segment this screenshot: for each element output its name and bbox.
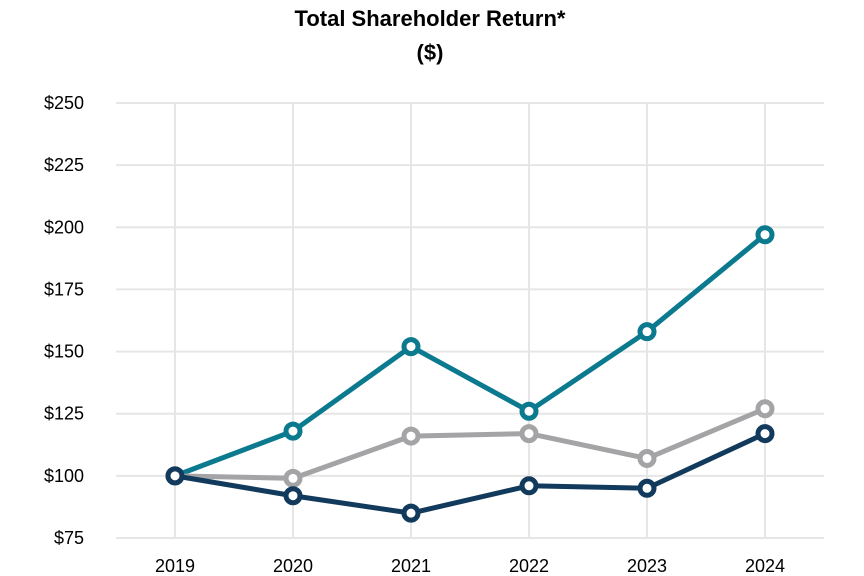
x-tick-label: 2021 [391,556,431,576]
data-point [519,476,539,496]
x-tick-label: 2020 [273,556,313,576]
grid [116,102,824,539]
data-point [283,468,303,488]
series-2 [165,424,775,523]
data-point [401,426,421,446]
series-line [172,232,768,479]
data-point [755,225,775,245]
x-tick-label: 2023 [627,556,667,576]
y-tick-label: $100 [44,466,84,486]
data-point [637,448,657,468]
data-point [283,486,303,506]
series-line [172,406,768,481]
series-line [172,431,768,516]
chart-subtitle: ($) [417,40,444,65]
x-tick-label: 2019 [155,556,195,576]
y-tick-label: $200 [44,217,84,237]
data-point [165,466,185,486]
y-axis: $75 $100 $125 $150 $175 $200 $225 $250 [44,93,84,548]
y-tick-label: $150 [44,342,84,362]
y-tick-label: $225 [44,155,84,175]
series-lines [165,225,775,523]
data-point [519,401,539,421]
x-axis: 2019 2020 2021 2022 2023 2024 [155,556,785,576]
data-point [637,322,657,342]
y-tick-label: $125 [44,404,84,424]
series-1 [165,399,775,488]
x-tick-label: 2024 [745,556,785,576]
data-point [637,478,657,498]
data-point [755,399,775,419]
data-point [755,424,775,444]
data-point [283,421,303,441]
y-tick-label: $250 [44,93,84,113]
data-point [401,337,421,357]
data-point [519,424,539,444]
y-tick-label: $75 [54,528,84,548]
chart-title: Total Shareholder Return* [295,6,566,31]
data-point [401,503,421,523]
y-tick-label: $175 [44,279,84,299]
x-tick-label: 2022 [509,556,549,576]
